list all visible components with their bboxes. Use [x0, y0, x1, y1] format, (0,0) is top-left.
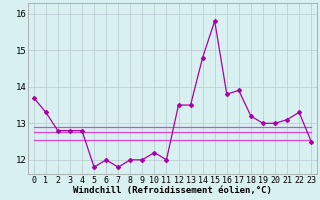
X-axis label: Windchill (Refroidissement éolien,°C): Windchill (Refroidissement éolien,°C)	[73, 186, 272, 195]
